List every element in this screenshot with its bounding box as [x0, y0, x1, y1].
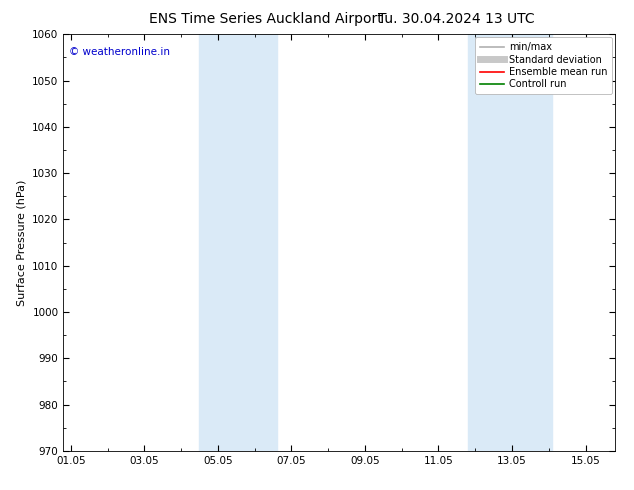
Bar: [200, 34, 276, 451]
Text: © weatheronline.in: © weatheronline.in: [69, 47, 170, 57]
Bar: [468, 34, 552, 451]
Text: ENS Time Series Auckland Airport: ENS Time Series Auckland Airport: [150, 12, 383, 26]
Legend: min/max, Standard deviation, Ensemble mean run, Controll run: min/max, Standard deviation, Ensemble me…: [475, 37, 612, 94]
Y-axis label: Surface Pressure (hPa): Surface Pressure (hPa): [16, 179, 27, 306]
Text: Tu. 30.04.2024 13 UTC: Tu. 30.04.2024 13 UTC: [378, 12, 535, 26]
